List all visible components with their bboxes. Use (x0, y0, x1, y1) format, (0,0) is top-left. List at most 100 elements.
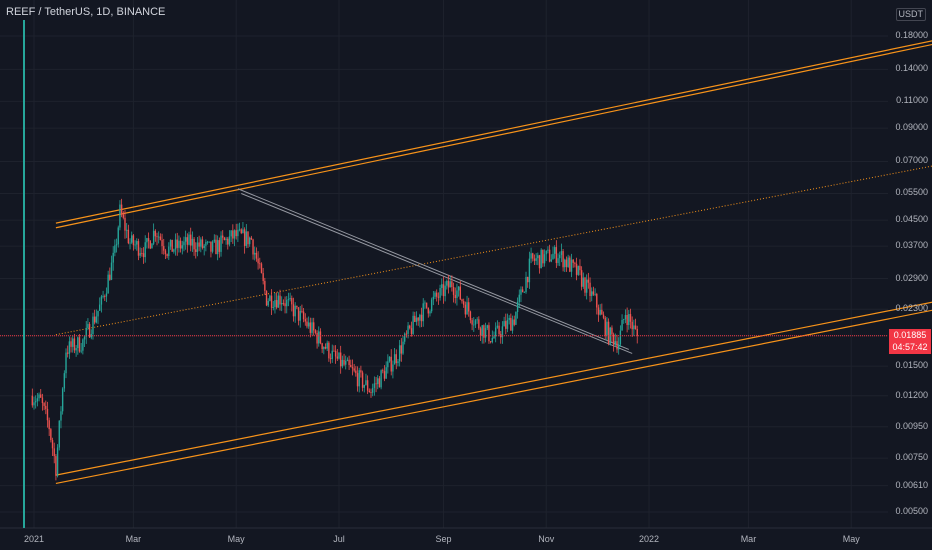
candle-body[interactable] (161, 240, 163, 247)
candle-body[interactable] (195, 249, 197, 252)
candle-body[interactable] (88, 324, 91, 338)
candle-body[interactable] (99, 304, 101, 311)
candle-body[interactable] (34, 401, 37, 403)
candle-body[interactable] (489, 341, 492, 343)
candle-body[interactable] (331, 350, 333, 359)
candle-body[interactable] (309, 322, 312, 333)
candle-body[interactable] (424, 302, 426, 304)
candle-body[interactable] (484, 328, 487, 338)
candle-body[interactable] (50, 429, 52, 441)
candle-body[interactable] (525, 276, 527, 293)
candle-body[interactable] (623, 319, 625, 321)
candle-body[interactable] (405, 333, 408, 335)
candle-body[interactable] (157, 236, 160, 238)
candle-body[interactable] (429, 311, 431, 314)
candle-body[interactable] (93, 316, 96, 323)
candle-body[interactable] (360, 370, 362, 373)
candle-body[interactable] (409, 325, 411, 329)
candle-body[interactable] (225, 238, 227, 240)
candle-body[interactable] (498, 325, 500, 335)
candle-body[interactable] (388, 356, 391, 362)
candle-body[interactable] (254, 252, 256, 255)
candles[interactable] (31, 198, 638, 481)
candle-body[interactable] (311, 322, 313, 333)
candle-body[interactable] (38, 394, 40, 399)
candle-body[interactable] (540, 249, 542, 269)
channel-lower-outer-line[interactable] (55, 296, 932, 476)
candle-body[interactable] (255, 252, 258, 259)
candle-body[interactable] (114, 245, 116, 253)
candle-body[interactable] (250, 237, 253, 240)
candle-body[interactable] (451, 281, 453, 288)
candle-body[interactable] (61, 388, 64, 412)
candle-body[interactable] (216, 240, 219, 255)
candle-body[interactable] (104, 296, 106, 297)
candle-body[interactable] (559, 254, 561, 259)
candle-body[interactable] (156, 236, 158, 238)
candle-body[interactable] (527, 276, 529, 283)
candle-body[interactable] (144, 242, 146, 258)
candle-body[interactable] (110, 262, 113, 280)
candle-body[interactable] (469, 311, 472, 321)
candle-body[interactable] (488, 325, 490, 342)
candle-body[interactable] (181, 245, 183, 249)
candle-body[interactable] (407, 325, 409, 334)
candle-body[interactable] (572, 259, 574, 263)
candle-body[interactable] (466, 302, 468, 315)
candle-body[interactable] (136, 241, 138, 245)
candle-body[interactable] (166, 254, 168, 257)
candle-body[interactable] (213, 239, 215, 242)
candle-body[interactable] (532, 253, 534, 259)
candle-body[interactable] (570, 259, 573, 272)
candle-body[interactable] (124, 217, 126, 231)
candle-body[interactable] (291, 298, 293, 305)
candle-body[interactable] (425, 302, 428, 308)
candle-body[interactable] (127, 229, 130, 244)
candle-body[interactable] (149, 241, 151, 249)
candle-body[interactable] (521, 289, 524, 293)
candle-body[interactable] (228, 236, 231, 245)
candle-body[interactable] (235, 230, 237, 237)
candle-body[interactable] (51, 440, 54, 449)
candle-body[interactable] (299, 310, 301, 321)
candle-body[interactable] (343, 359, 345, 365)
candle-body[interactable] (43, 403, 45, 406)
candle-body[interactable] (552, 253, 554, 260)
candle-body[interactable] (385, 367, 387, 379)
candle-body[interactable] (173, 249, 175, 252)
candle-body[interactable] (597, 307, 600, 315)
candle-body[interactable] (577, 265, 579, 275)
candle-body[interactable] (599, 309, 601, 315)
candle-body[interactable] (206, 241, 209, 243)
candle-body[interactable] (321, 343, 323, 350)
candle-body[interactable] (614, 341, 617, 345)
candle-body[interactable] (200, 239, 202, 247)
candle-body[interactable] (617, 344, 620, 350)
candle-body[interactable] (545, 250, 547, 255)
candle-body[interactable] (345, 360, 347, 365)
candle-body[interactable] (336, 356, 338, 359)
candle-body[interactable] (486, 325, 488, 329)
candle-body[interactable] (279, 295, 281, 305)
candle-body[interactable] (154, 230, 157, 237)
candle-body[interactable] (100, 296, 103, 305)
candle-body[interactable] (208, 241, 210, 243)
candle-body[interactable] (33, 402, 35, 406)
candle-body[interactable] (201, 239, 204, 249)
candle-body[interactable] (72, 338, 74, 347)
candle-body[interactable] (31, 395, 34, 406)
candle-body[interactable] (547, 249, 549, 251)
candle-body[interactable] (117, 227, 119, 245)
candle-body[interactable] (63, 373, 66, 389)
candle-body[interactable] (494, 327, 497, 337)
candle-body[interactable] (346, 359, 349, 361)
candle-body[interactable] (60, 411, 62, 421)
candle-body[interactable] (230, 230, 232, 237)
candle-body[interactable] (446, 280, 448, 286)
candle-body[interactable] (452, 287, 455, 295)
candle-body[interactable] (591, 291, 593, 297)
candle-body[interactable] (449, 281, 451, 288)
candle-body[interactable] (358, 370, 360, 387)
candle-body[interactable] (222, 235, 224, 238)
candle-body[interactable] (286, 299, 288, 307)
